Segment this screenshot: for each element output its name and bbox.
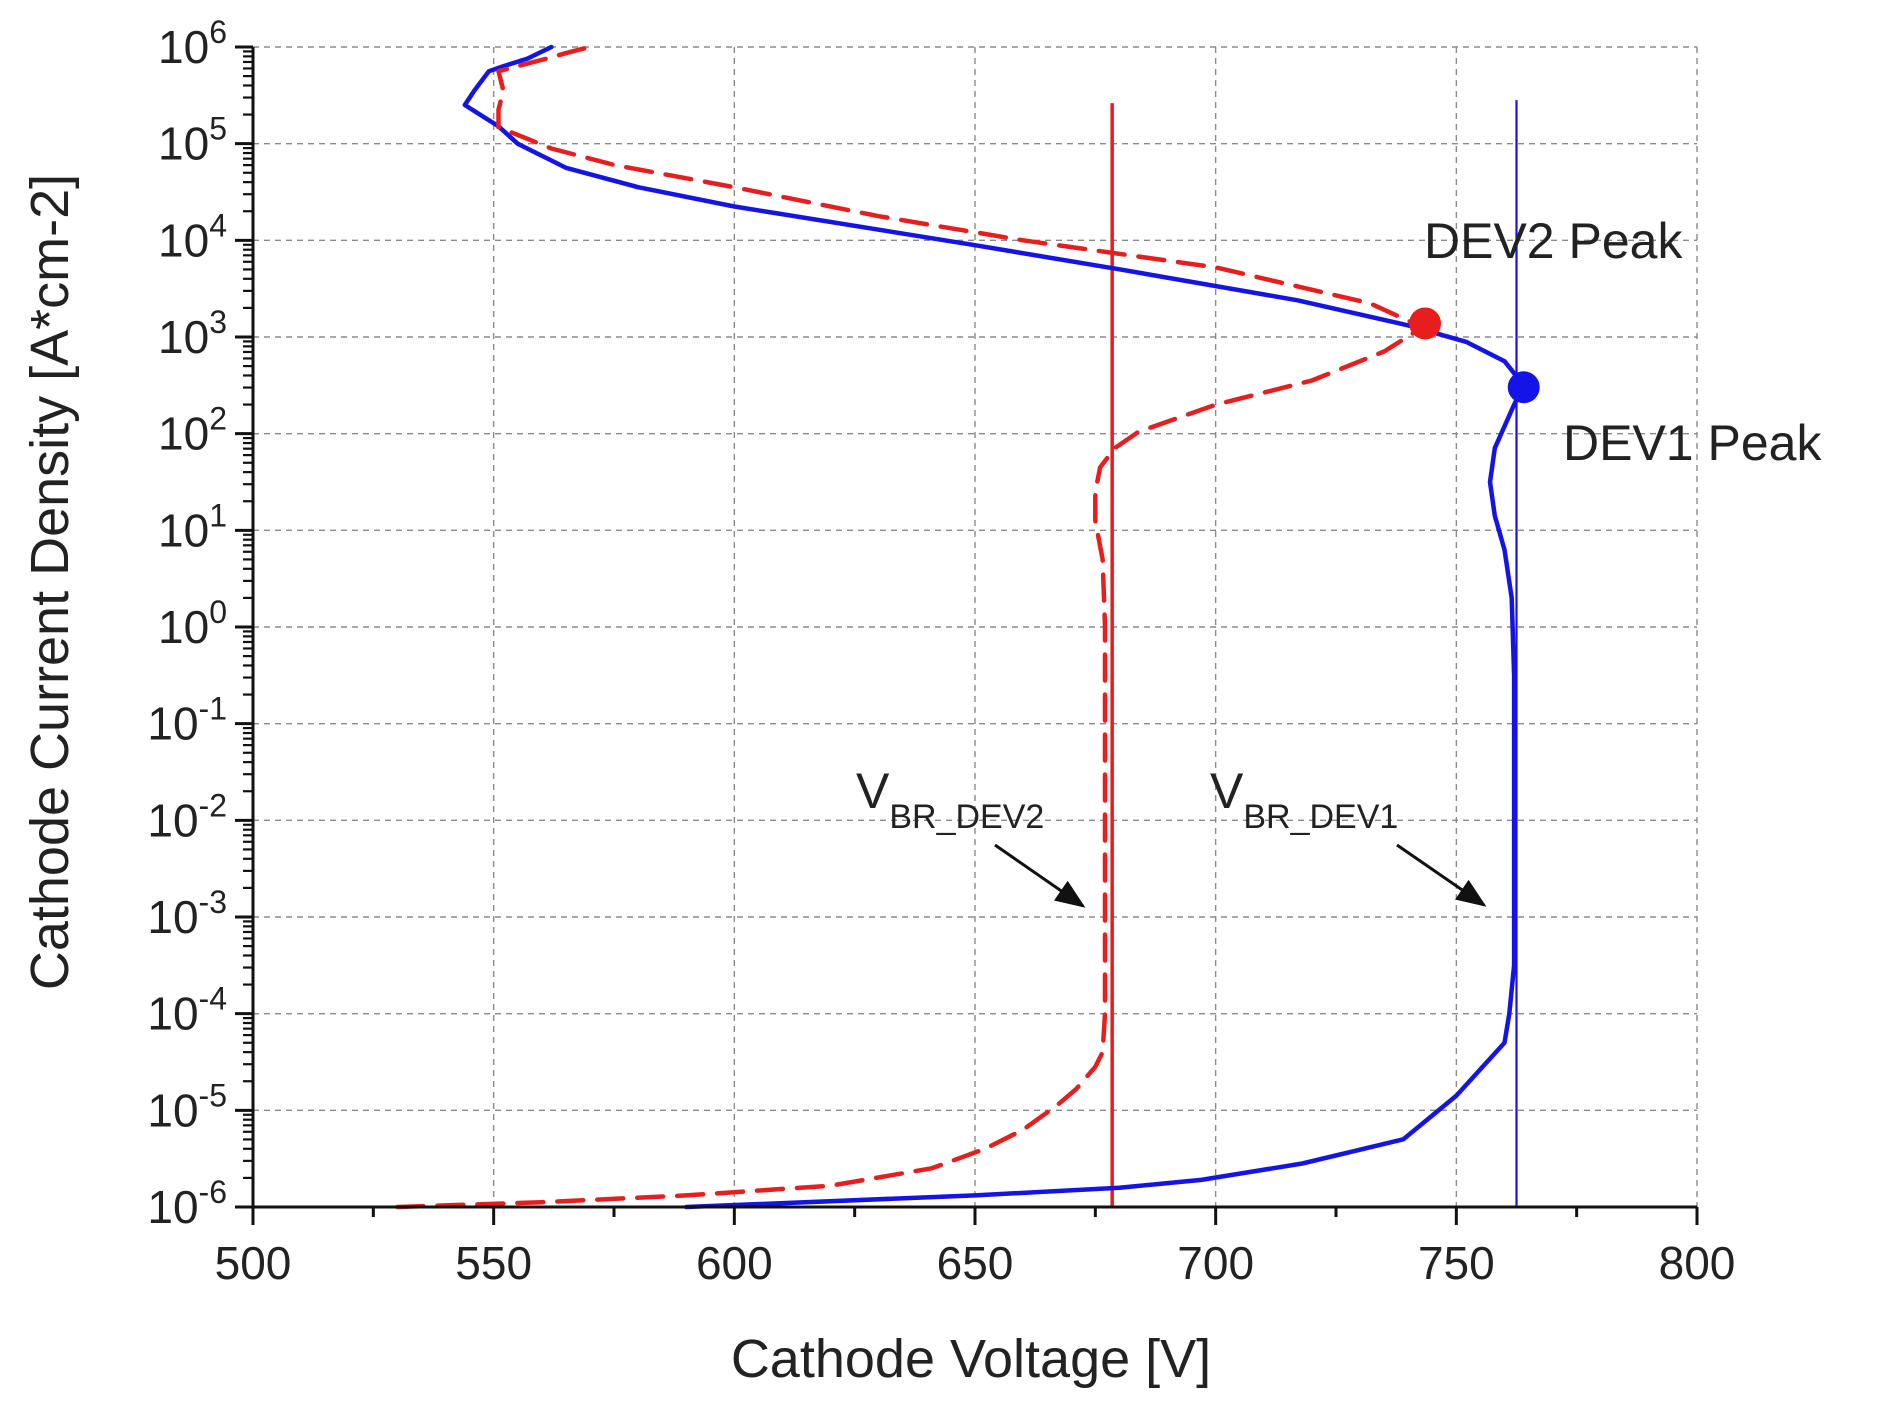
y-axis-title: Cathode Current Density [A*cm-2]	[20, 174, 80, 990]
peak-markers	[1409, 307, 1540, 404]
x-tick-label: 700	[1177, 1237, 1254, 1289]
y-tick-label: 101	[158, 497, 227, 556]
y-tick-label: 103	[158, 304, 227, 363]
x-tick-label: 500	[215, 1237, 292, 1289]
axes: 500 550 600 650 700 750 800 10-6 10-5 10-4 10-3 10-…	[147, 14, 1735, 1289]
series-layer	[395, 44, 1526, 1210]
dev2-peak-marker	[1409, 307, 1442, 340]
dev2-peak-label: DEV2 Peak	[1424, 213, 1683, 269]
y-tick-label: 10-2	[147, 787, 227, 846]
vbr-dev1-label: VBR_DEV1	[1210, 763, 1398, 836]
vbr-dev2-main: V	[856, 763, 890, 819]
dev2-curve	[395, 44, 1425, 1210]
x-tick-label: 600	[696, 1237, 773, 1289]
vbr-dev2-label: VBR_DEV2	[856, 763, 1044, 836]
vbr-dev2-arrow	[994, 843, 1086, 908]
x-tick-label: 650	[937, 1237, 1014, 1289]
breakdown-voltage-lines	[1110, 100, 1518, 1207]
y-tick-label: 105	[158, 111, 227, 170]
x-axis-title: Cathode Voltage [V]	[731, 1329, 1211, 1389]
vbr-dev1-main: V	[1210, 763, 1244, 819]
y-tick-label: 104	[158, 207, 227, 266]
dev1-peak-label: DEV1 Peak	[1563, 415, 1822, 471]
dev1-peak-marker	[1507, 371, 1540, 404]
vbr-dev2-sub: BR_DEV2	[889, 798, 1044, 836]
vbr-dev1-sub: BR_DEV1	[1243, 798, 1398, 836]
y-tick-label: 10-4	[147, 981, 227, 1040]
x-tick-label: 750	[1418, 1237, 1495, 1289]
y-tick-label: 10-1	[147, 691, 227, 750]
y-tick-label: 10-6	[147, 1174, 227, 1233]
x-tick-label: 550	[455, 1237, 532, 1289]
y-tick-label: 100	[158, 594, 227, 653]
y-tick-label: 10-3	[147, 884, 227, 943]
vbr-dev1-arrow	[1396, 843, 1487, 907]
y-tick-label: 102	[158, 401, 227, 460]
y-tick-label: 106	[158, 14, 227, 73]
x-tick-label: 800	[1659, 1237, 1736, 1289]
y-tick-label: 10-5	[147, 1077, 227, 1136]
grid	[253, 46, 1698, 1207]
